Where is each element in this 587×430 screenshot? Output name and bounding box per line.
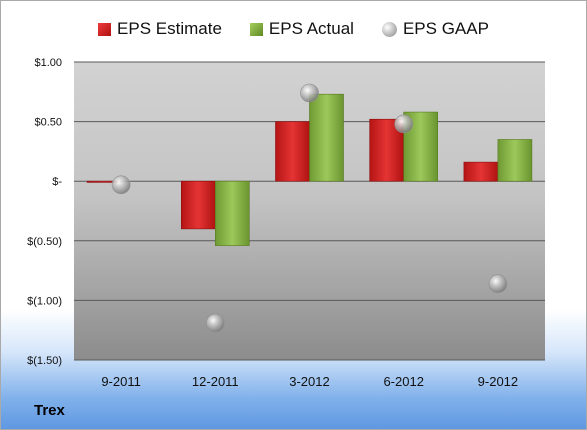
- x-tick-label: 3-2012: [289, 374, 329, 389]
- x-axis-ticks: 9-2011 12-2011 3-2012 6-2012 9-2012: [101, 374, 518, 389]
- y-tick-label: $0.50: [34, 117, 62, 129]
- marker-gaap-9-2011: [111, 175, 131, 195]
- x-tick-label: 9-2012: [478, 374, 518, 389]
- legend-marker-gaap: [381, 21, 397, 37]
- gaap-markers: [111, 83, 508, 333]
- marker-gaap-6-2012: [394, 114, 414, 134]
- legend-item-estimate: EPS Estimate: [98, 19, 222, 39]
- legend-item-gaap: EPS GAAP: [381, 19, 489, 39]
- legend-swatch-actual: [249, 22, 263, 36]
- company-label: Trex: [34, 402, 65, 419]
- bar-actual-3-2012: [309, 93, 344, 182]
- bar-estimate-3-2012: [275, 121, 310, 182]
- marker-gaap-3-2012: [300, 83, 319, 103]
- marker-gaap-9-2012: [488, 274, 508, 294]
- bar-estimate-12-2011: [181, 180, 216, 230]
- legend-label-actual: EPS Actual: [268, 19, 354, 38]
- legend-item-actual: EPS Actual: [249, 19, 354, 39]
- x-tick-label: 9-2011: [101, 374, 141, 389]
- bars: [86, 93, 533, 246]
- y-tick-label: $-: [52, 176, 62, 188]
- legend-label-gaap: EPS GAAP: [402, 19, 489, 38]
- marker-gaap-12-2011: [206, 313, 225, 333]
- x-tick-label: 6-2012: [383, 374, 423, 389]
- bar-actual-9-2012: [497, 139, 533, 182]
- legend-label-estimate: EPS Estimate: [117, 19, 222, 38]
- bar-actual-12-2011: [215, 180, 250, 246]
- x-tick-label: 12-2011: [192, 374, 239, 389]
- y-tick-label: $(0.50): [27, 236, 62, 248]
- y-tick-label: $(1.50): [27, 355, 62, 367]
- y-axis-ticks: $1.00 $0.50 $- $(0.50) $(1.00) $(1.50): [27, 57, 62, 367]
- y-tick-label: $(1.00): [27, 295, 62, 307]
- y-tick-label: $1.00: [34, 57, 62, 69]
- legend-swatch-estimate: [98, 22, 112, 36]
- legend: EPS Estimate EPS Actual EPS GAAP: [0, 16, 587, 42]
- bar-estimate-9-2012: [463, 161, 499, 182]
